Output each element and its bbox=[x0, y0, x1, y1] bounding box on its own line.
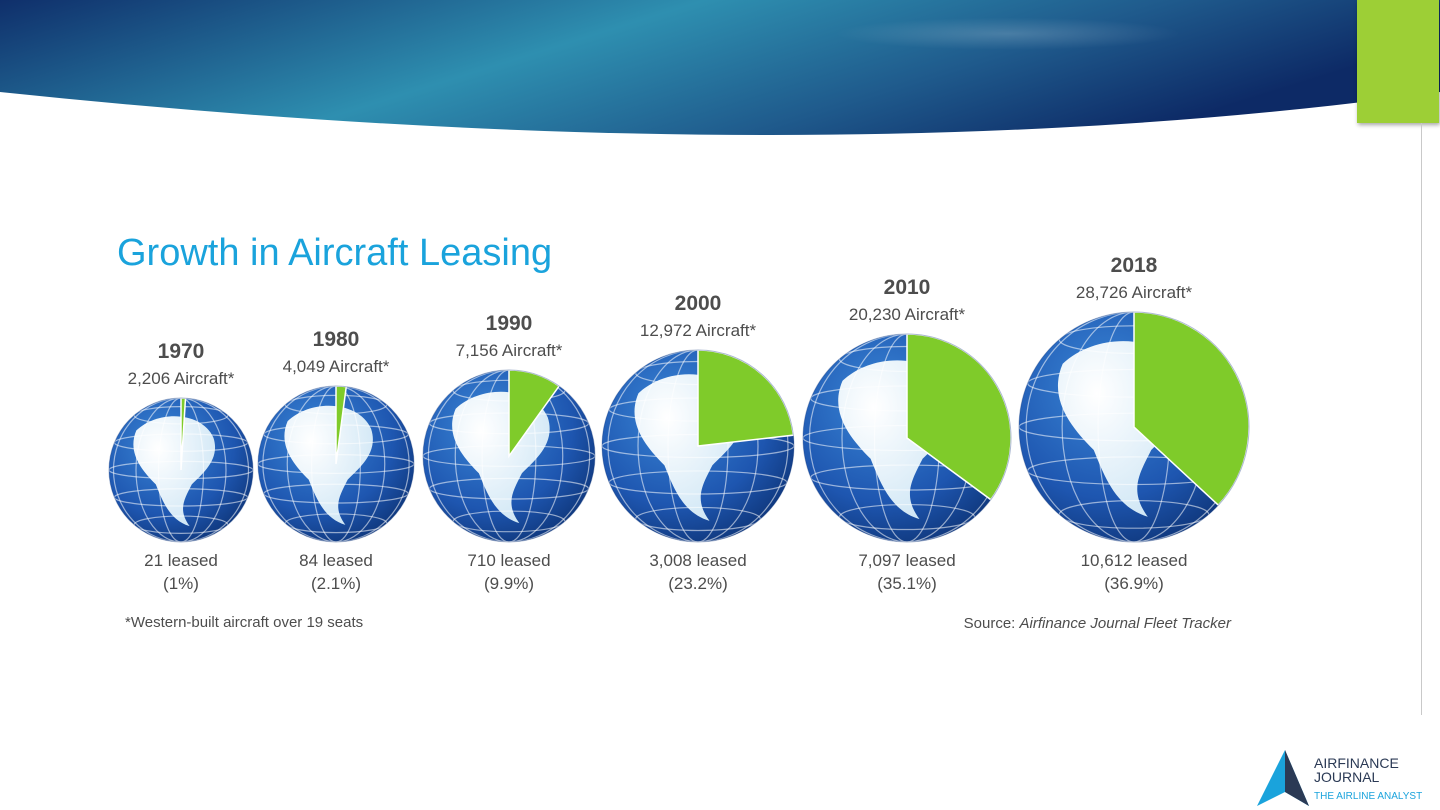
total-aircraft-label: 7,156 Aircraft* bbox=[456, 341, 563, 360]
leased-count-label: 710 leased bbox=[467, 551, 550, 570]
leased-count-label: 3,008 leased bbox=[649, 551, 746, 570]
globe-latitude bbox=[133, 515, 229, 534]
globe-2010 bbox=[802, 333, 1012, 543]
year-label: 1990 bbox=[486, 312, 533, 335]
leased-count-label: 21 leased bbox=[144, 551, 218, 570]
total-aircraft-label: 28,726 Aircraft* bbox=[1076, 283, 1193, 302]
globe-outline bbox=[601, 349, 795, 543]
leased-slice-1990 bbox=[508, 369, 561, 459]
logo-a-shade-icon bbox=[1285, 750, 1309, 806]
leased-count-label: 84 leased bbox=[299, 551, 373, 570]
divider-line bbox=[1421, 123, 1422, 715]
globe-land bbox=[284, 405, 373, 525]
leased-count-label: 10,612 leased bbox=[1081, 551, 1188, 570]
logo-subtitle: THE AIRLINE ANALYST bbox=[1314, 791, 1423, 802]
globe-latitude bbox=[113, 488, 249, 507]
leased-slice-1980 bbox=[335, 385, 348, 465]
globe-1970 bbox=[108, 397, 254, 543]
globe-longitude bbox=[262, 386, 410, 542]
year-label: 2018 bbox=[1111, 254, 1158, 277]
year-label: 2010 bbox=[884, 276, 931, 299]
leased-slice-2000 bbox=[697, 349, 795, 447]
year-label: 1970 bbox=[158, 340, 205, 363]
globe-2018 bbox=[1018, 311, 1250, 543]
airfinance-logo-mark bbox=[1257, 750, 1309, 806]
year-label: 1980 bbox=[313, 328, 360, 351]
footnote: *Western-built aircraft over 19 seats bbox=[125, 614, 364, 631]
year-label: 2000 bbox=[675, 292, 722, 315]
globe-2000 bbox=[601, 349, 795, 543]
globe-outline bbox=[257, 385, 415, 543]
globe-land bbox=[133, 416, 216, 527]
globe-1990 bbox=[422, 369, 596, 543]
banner-glow bbox=[0, 0, 1440, 135]
leased-percent-label: (36.9%) bbox=[1104, 574, 1164, 593]
globe-outline bbox=[108, 397, 254, 543]
leased-percent-label: (2.1%) bbox=[311, 574, 361, 593]
logo-name: AIRFINANCE JOURNAL bbox=[1314, 755, 1399, 785]
total-aircraft-label: 4,049 Aircraft* bbox=[283, 357, 390, 376]
globe-longitude bbox=[454, 370, 564, 542]
leased-count-label: 7,097 leased bbox=[858, 551, 955, 570]
slide-title: Growth in Aircraft Leasing bbox=[117, 232, 553, 274]
leased-percent-label: (1%) bbox=[163, 574, 199, 593]
globe-longitude bbox=[157, 398, 205, 542]
globe-latitude bbox=[428, 477, 590, 500]
globe-outline bbox=[422, 369, 596, 543]
globe-longitude bbox=[311, 386, 361, 542]
leased-slice-2018 bbox=[1133, 311, 1250, 507]
globe-longitude bbox=[135, 398, 227, 542]
globe-1980 bbox=[257, 385, 415, 543]
header-banner bbox=[0, 0, 1440, 135]
total-aircraft-label: 20,230 Aircraft* bbox=[849, 305, 966, 324]
globe-outline bbox=[1018, 311, 1250, 543]
globe-longitude bbox=[481, 370, 537, 542]
globe-longitude bbox=[637, 350, 759, 542]
leased-slice-1970 bbox=[180, 397, 187, 471]
accent-bar bbox=[1357, 0, 1439, 123]
leased-slice-2010 bbox=[906, 333, 1012, 501]
source-note: Source: Airfinance Journal Fleet Tracker bbox=[964, 615, 1231, 632]
globe-outline bbox=[802, 333, 1012, 543]
globe-longitude bbox=[667, 350, 729, 542]
leased-percent-label: (35.1%) bbox=[877, 574, 937, 593]
source-name: Airfinance Journal Fleet Tracker bbox=[1019, 615, 1231, 632]
total-aircraft-label: 2,206 Aircraft* bbox=[128, 369, 235, 388]
leased-percent-label: (23.2%) bbox=[668, 574, 728, 593]
globe-latitude bbox=[452, 510, 566, 533]
leased-percent-label: (9.9%) bbox=[484, 574, 534, 593]
source-prefix: Source: bbox=[963, 615, 1020, 632]
total-aircraft-label: 12,972 Aircraft* bbox=[640, 321, 757, 340]
globe-longitude bbox=[607, 350, 789, 542]
globe-longitude bbox=[112, 398, 250, 542]
globe-longitude bbox=[286, 386, 386, 542]
globe-longitude bbox=[427, 370, 591, 542]
